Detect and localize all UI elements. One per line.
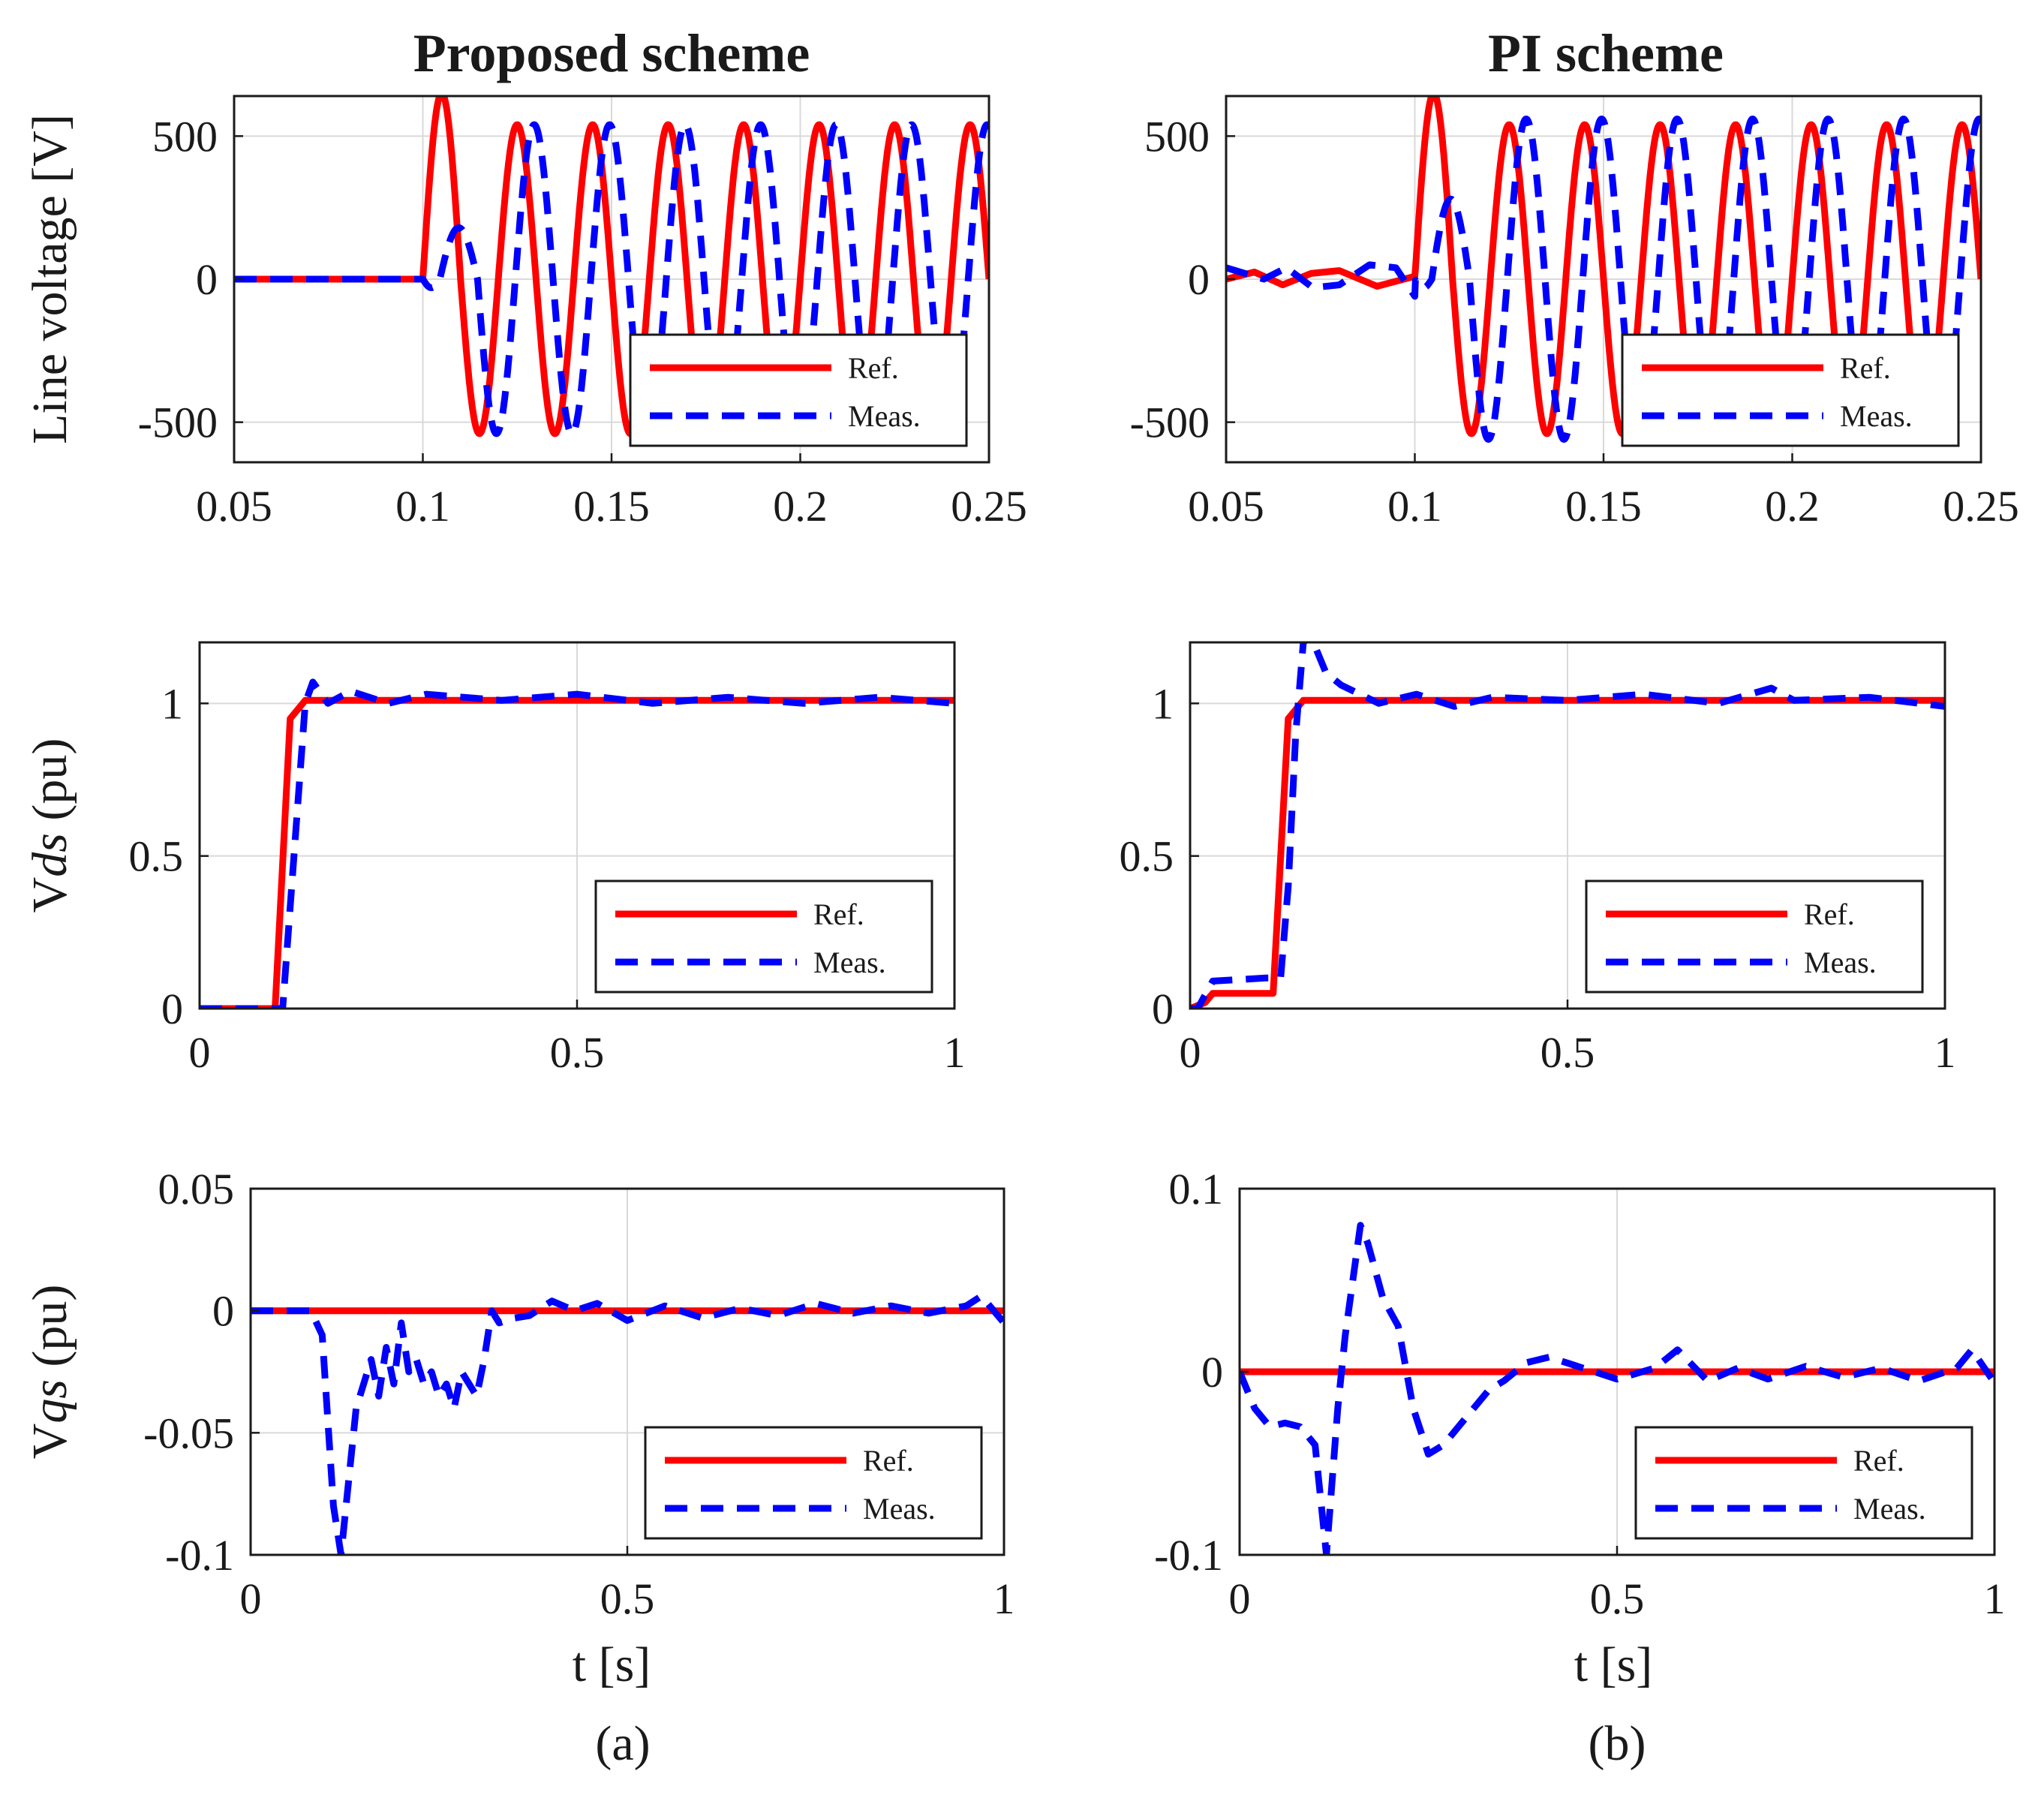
x-tick-label: 0.5 xyxy=(550,1028,605,1077)
series-group xyxy=(251,1292,1004,1555)
y-tick-label: -500 xyxy=(138,398,218,447)
legend-box xyxy=(1621,333,1960,447)
y-tick-label: 0 xyxy=(196,255,218,304)
y-tick-label: 0 xyxy=(1201,1348,1223,1397)
x-tick-label: 1 xyxy=(944,1028,966,1077)
column-a-xlabel: t [s] xyxy=(573,1637,651,1692)
series-group xyxy=(200,678,954,1009)
legend-label-meas: Meas. xyxy=(1840,399,1913,433)
legend-box xyxy=(629,333,968,447)
legend: Ref. Meas. xyxy=(1585,879,1924,994)
series-meas-line xyxy=(251,1292,1004,1555)
x-tick-label: 0.2 xyxy=(773,482,828,531)
series-meas-line xyxy=(1240,1222,1994,1555)
x-tick-label: 0.05 xyxy=(1188,482,1264,531)
y-tick-label: -0.1 xyxy=(1154,1531,1223,1580)
y-tick-label: 1 xyxy=(1152,679,1174,728)
legend-box xyxy=(594,879,933,994)
legend: Ref. Meas. xyxy=(644,1426,983,1540)
chart-b-line: 0.05 0.1 0.15 0.2 0.25 500 0 -500 Ref. Meas. xyxy=(1130,95,2019,531)
x-tick-label: 1 xyxy=(1984,1574,2006,1623)
y-tick-label: 0 xyxy=(212,1287,234,1336)
y-tick-label: 0 xyxy=(1152,985,1174,1033)
series-group xyxy=(1190,642,1945,1009)
legend-label-ref: Ref. xyxy=(813,897,864,931)
legend: Ref. Meas. xyxy=(1634,1426,1973,1540)
series-ref-line xyxy=(200,696,954,1009)
series-meas-line xyxy=(234,121,989,437)
x-tick-label: 0.25 xyxy=(951,482,1027,531)
series-group xyxy=(1240,1222,1994,1555)
legend-label-ref: Ref. xyxy=(1840,351,1891,385)
x-tick-label: 0.05 xyxy=(196,482,272,531)
y-tick-label: -500 xyxy=(1130,398,1210,447)
legend-label-ref: Ref. xyxy=(1804,897,1855,931)
x-tick-label: 1 xyxy=(993,1574,1015,1623)
x-tick-label: 0 xyxy=(1229,1574,1251,1623)
legend-label-ref: Ref. xyxy=(1853,1444,1904,1478)
x-tick-label: 0.2 xyxy=(1765,482,1820,531)
legend-label-meas: Meas. xyxy=(848,399,921,433)
x-tick-label: 0.5 xyxy=(600,1574,655,1623)
legend-box xyxy=(644,1426,983,1540)
x-tick-label: 0 xyxy=(1180,1028,1201,1077)
legend-label-meas: Meas. xyxy=(1804,946,1877,979)
legend-box xyxy=(1634,1426,1973,1540)
chart-a-line: 0.05 0.1 0.15 0.2 0.25 500 0 -500 Line voltage [… xyxy=(23,95,1027,531)
legend: Ref. Meas. xyxy=(1621,333,1960,447)
chart-b-vds: 0 0.5 1 1 0.5 0 Ref. Meas. xyxy=(1120,641,1956,1077)
x-tick-label: 0.15 xyxy=(1565,482,1642,531)
y-tick-label: 0 xyxy=(161,985,183,1033)
x-tick-label: 0.1 xyxy=(1387,482,1442,531)
series-meas-line xyxy=(1226,116,1981,443)
column-b-xlabel: t [s] xyxy=(1574,1637,1652,1692)
y-tick-label: -0.05 xyxy=(143,1409,234,1457)
column-b-caption: (b) xyxy=(1589,1716,1646,1771)
column-a-caption: (a) xyxy=(595,1716,650,1771)
column-b-title: PI scheme xyxy=(1488,23,1724,83)
x-tick-label: 0.1 xyxy=(395,482,450,531)
series-meas-line xyxy=(200,678,954,1009)
legend-box xyxy=(1585,879,1924,994)
y-tick-label: 0.05 xyxy=(158,1165,235,1213)
y-tick-label: 1 xyxy=(161,679,183,728)
y-axis-label: Line voltage [V] xyxy=(23,114,77,444)
x-tick-label: 0.5 xyxy=(1541,1028,1595,1077)
y-axis-label: Vqs (pu) xyxy=(23,1285,77,1460)
y-tick-label: 0 xyxy=(1188,255,1210,304)
chart-a-vds: 0 0.5 1 1 0.5 0 Vds (pu) Ref. Meas. xyxy=(23,641,966,1077)
column-a-title: Proposed scheme xyxy=(413,23,810,83)
x-tick-label: 0 xyxy=(189,1028,211,1077)
y-tick-label: -0.1 xyxy=(165,1531,234,1580)
chart-a-vqs: 0 0.5 1 0.05 0 -0.05 -0.1 Vqs (pu) Ref. Meas. xyxy=(23,1165,1015,1623)
y-tick-label: 500 xyxy=(1144,112,1210,161)
x-tick-label: 1 xyxy=(1934,1028,1956,1077)
y-axis-label: Vds (pu) xyxy=(23,738,77,913)
y-tick-label: 0.5 xyxy=(129,832,184,881)
x-tick-label: 0.25 xyxy=(1943,482,2019,531)
legend-label-meas: Meas. xyxy=(863,1492,936,1526)
x-tick-label: 0.15 xyxy=(573,482,650,531)
legend-label-ref: Ref. xyxy=(863,1444,914,1478)
y-tick-label: 500 xyxy=(152,112,218,161)
legend-label-meas: Meas. xyxy=(813,946,886,979)
legend-label-meas: Meas. xyxy=(1853,1492,1926,1526)
y-tick-label: 0.5 xyxy=(1120,832,1174,881)
x-tick-label: 0 xyxy=(240,1574,262,1623)
y-tick-label: 0.1 xyxy=(1169,1165,1224,1213)
legend: Ref. Meas. xyxy=(594,879,933,994)
x-tick-label: 0.5 xyxy=(1590,1574,1645,1623)
legend: Ref. Meas. xyxy=(629,333,968,447)
legend-label-ref: Ref. xyxy=(848,351,899,385)
